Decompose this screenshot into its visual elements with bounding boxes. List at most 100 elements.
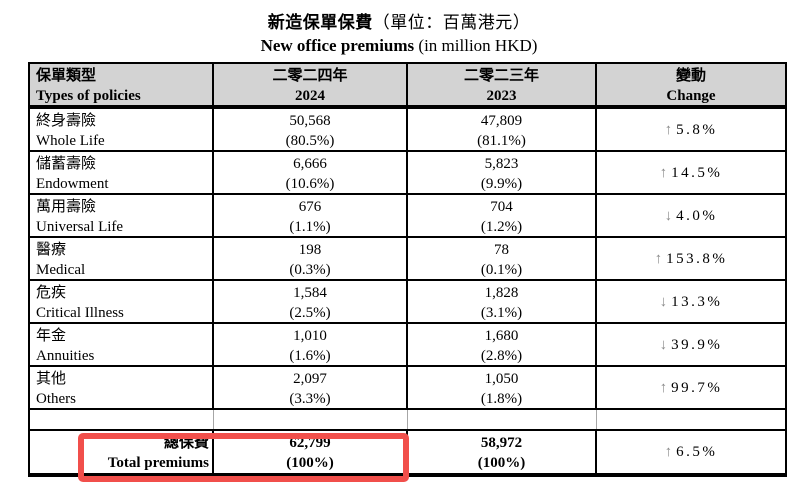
policy-en: Medical — [36, 262, 86, 278]
policy-zh: 儲蓄壽險 — [36, 156, 97, 172]
down-arrow-icon: ↓ — [659, 293, 668, 310]
value-2024: 50,568 — [289, 113, 331, 129]
cell-change: ↓ 39.9% — [597, 324, 785, 365]
value-2024: 6,666 — [293, 156, 327, 172]
pct-2023: (9.9%) — [480, 176, 523, 192]
up-arrow-icon: ↑ — [664, 444, 673, 460]
change-value: 13.3% — [671, 293, 723, 310]
policy-en: Endowment — [36, 176, 109, 192]
value-2023: 47,809 — [480, 113, 523, 129]
cell-total-2024: 62,799 (100%) — [214, 431, 408, 473]
cell-2024: 676 (1.1%) — [214, 195, 408, 236]
value-2023: 5,823 — [484, 156, 519, 172]
table-row-medical: 醫療 Medical 198 (0.3%) 78 (0.1%) ↑ 153.8% — [30, 238, 785, 281]
policy-zh: 終身壽險 — [36, 113, 97, 129]
policy-zh: 年金 — [36, 328, 67, 344]
cell-2024: 50,568 (80.5%) — [214, 109, 408, 150]
down-arrow-icon: ↓ — [659, 336, 668, 353]
header-policy-type-en: Types of policies — [36, 88, 141, 104]
cell-total-label: 總保費 Total premiums — [30, 431, 214, 473]
table-header: 保單類型 Types of policies 二零二四年 2024 二零二三年 … — [30, 64, 785, 109]
cell-policy-type: 危疾 Critical Illness — [30, 281, 214, 322]
header-2023: 二零二三年 2023 — [408, 64, 597, 105]
header-2024-en: 2024 — [295, 88, 325, 104]
policy-en: Universal Life — [36, 219, 124, 235]
spacer-row — [30, 410, 785, 431]
pct-2023: (1.8%) — [480, 391, 523, 407]
cell-change: ↑ 99.7% — [597, 367, 785, 408]
change-value: 39.9% — [671, 336, 723, 353]
title-english-unit: (in million HKD) — [414, 36, 538, 55]
cell-2024: 1,010 (1.6%) — [214, 324, 408, 365]
policy-en: Critical Illness — [36, 305, 124, 321]
value-2023: 704 — [490, 199, 513, 215]
pct-2024: (80.5%) — [285, 133, 335, 149]
cell-2023: 47,809 (81.1%) — [408, 109, 597, 150]
cell-2024: 198 (0.3%) — [214, 238, 408, 279]
cell-2023: 78 (0.1%) — [408, 238, 597, 279]
policy-zh: 其他 — [36, 371, 67, 387]
value-2023: 1,050 — [484, 371, 519, 387]
cell-2023: 704 (1.2%) — [408, 195, 597, 236]
title-chinese-unit: （單位：百萬港元） — [372, 13, 531, 32]
spacer-cell — [597, 410, 785, 429]
change-value: 14.5% — [671, 164, 723, 181]
header-row: 保單類型 Types of policies 二零二四年 2024 二零二三年 … — [30, 64, 785, 109]
cell-policy-type: 萬用壽險 Universal Life — [30, 195, 214, 236]
policy-zh: 萬用壽險 — [36, 199, 97, 215]
change-value: 153.8% — [666, 250, 728, 267]
up-arrow-icon: ↑ — [654, 250, 663, 267]
table-row-annuities: 年金 Annuities 1,010 (1.6%) 1,680 (2.8%) ↓… — [30, 324, 785, 367]
value-2024: 1,010 — [293, 328, 327, 344]
cell-change: ↓ 4.0% — [597, 195, 785, 236]
table-row-whole-life: 終身壽險 Whole Life 50,568 (80.5%) 47,809 (8… — [30, 109, 785, 152]
cell-total-2023: 58,972 (100%) — [408, 431, 597, 473]
cell-policy-type: 終身壽險 Whole Life — [30, 109, 214, 150]
value-2023: 1,680 — [484, 328, 519, 344]
cell-total-change: ↑ 6.5% — [597, 431, 785, 473]
total-pct-2023: (100%) — [477, 455, 526, 471]
pct-2023: (3.1%) — [480, 305, 523, 321]
policy-en: Whole Life — [36, 133, 105, 149]
title-english: New office premiums (in million HKD) — [0, 36, 798, 56]
header-2024: 二零二四年 2024 — [214, 64, 408, 105]
cell-2023: 1,050 (1.8%) — [408, 367, 597, 408]
header-2023-zh: 二零二三年 — [463, 68, 539, 84]
pct-2024: (10.6%) — [285, 176, 335, 192]
cell-policy-type: 其他 Others — [30, 367, 214, 408]
cell-change: ↑ 14.5% — [597, 152, 785, 193]
value-2024: 1,584 — [293, 285, 327, 301]
policy-en: Annuities — [36, 348, 95, 364]
title-chinese-bold: 新造保單保費 — [267, 13, 373, 32]
header-policy-type-zh: 保單類型 — [36, 68, 97, 84]
header-change-zh: 變動 — [675, 68, 706, 84]
spacer-cell — [408, 410, 597, 429]
cell-2024: 6,666 (10.6%) — [214, 152, 408, 193]
value-2024: 2,097 — [293, 371, 327, 387]
pct-2024: (0.3%) — [289, 262, 331, 278]
pct-2023: (81.1%) — [477, 133, 526, 149]
table-row-endowment: 儲蓄壽險 Endowment 6,666 (10.6%) 5,823 (9.9%… — [30, 152, 785, 195]
pct-2023: (1.2%) — [480, 219, 523, 235]
pct-2024: (3.3%) — [289, 391, 331, 407]
total-change-value: 6.5% — [676, 444, 718, 460]
total-label-zh: 總保費 — [163, 435, 209, 451]
cell-change: ↓ 13.3% — [597, 281, 785, 322]
up-arrow-icon: ↑ — [659, 164, 668, 181]
total-label-en: Total premiums — [107, 455, 209, 471]
cell-2023: 5,823 (9.9%) — [408, 152, 597, 193]
cell-2024: 2,097 (3.3%) — [214, 367, 408, 408]
title-chinese: 新造保單保費（單位：百萬港元） — [0, 8, 798, 33]
value-2024: 198 — [298, 242, 322, 258]
premiums-table: 保單類型 Types of policies 二零二四年 2024 二零二三年 … — [28, 62, 787, 477]
cell-2023: 1,680 (2.8%) — [408, 324, 597, 365]
cell-policy-type: 年金 Annuities — [30, 324, 214, 365]
cell-2023: 1,828 (3.1%) — [408, 281, 597, 322]
cell-policy-type: 儲蓄壽險 Endowment — [30, 152, 214, 193]
total-value-2024: 62,799 — [289, 435, 331, 451]
spacer-cell — [214, 410, 408, 429]
change-value: 99.7% — [671, 379, 723, 396]
pct-2023: (0.1%) — [480, 262, 523, 278]
value-2024: 676 — [298, 199, 322, 215]
